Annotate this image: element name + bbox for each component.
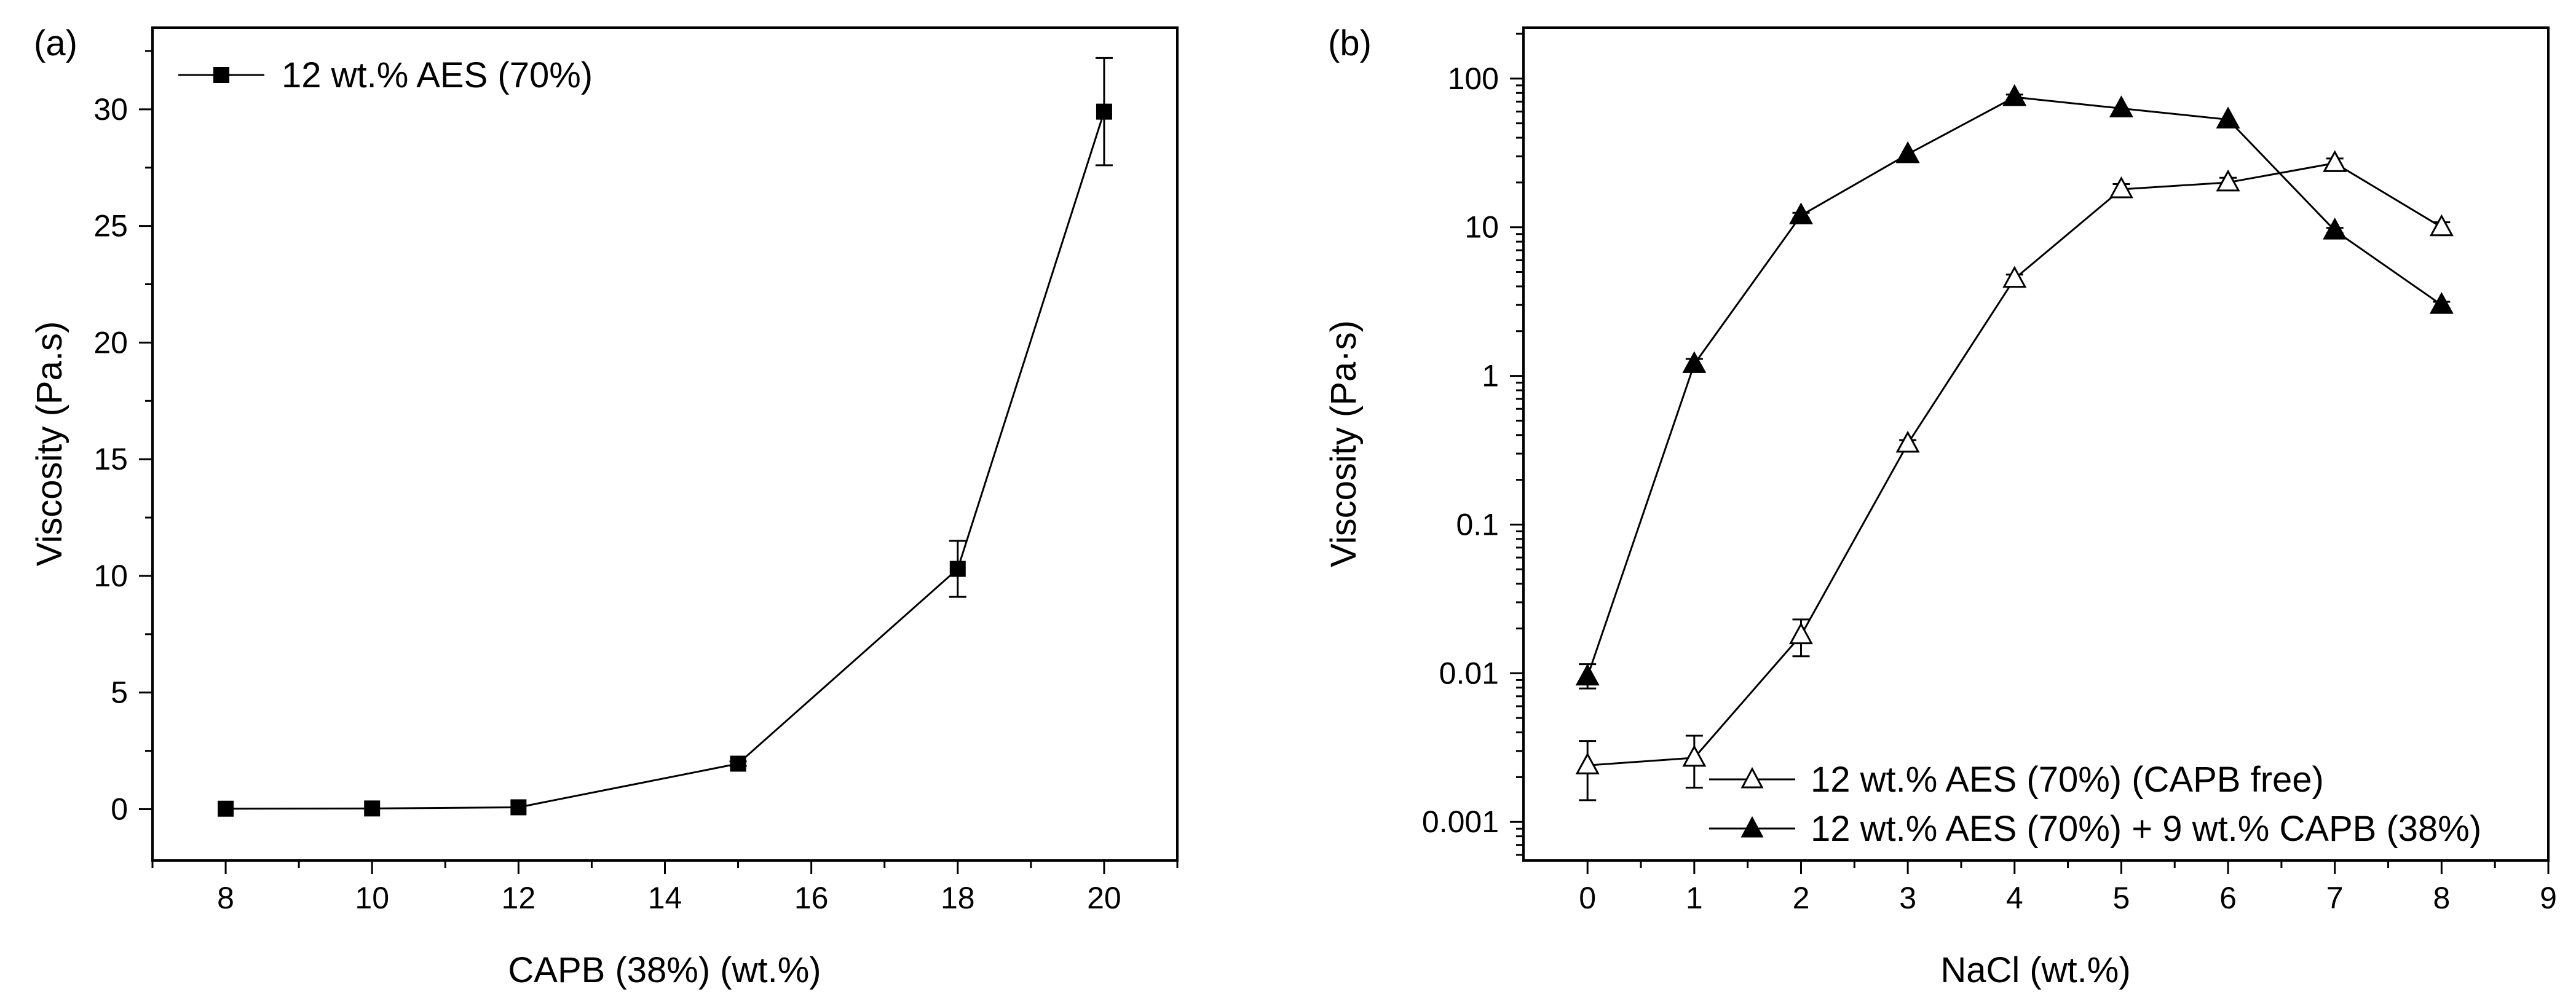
x-tick-label: 18 bbox=[941, 881, 975, 915]
y-tick-label: 0 bbox=[111, 792, 128, 826]
y-tick-label: 15 bbox=[93, 442, 128, 476]
y-tick-label: 10 bbox=[93, 559, 128, 593]
data-point-square bbox=[730, 755, 746, 772]
data-point-open-triangle bbox=[1895, 430, 1920, 453]
x-tick-label: 0 bbox=[1579, 881, 1596, 915]
x-tick-label: 3 bbox=[1899, 881, 1916, 915]
panel-b-legend-marker-2 bbox=[1740, 816, 1764, 838]
data-point-open-triangle bbox=[2429, 214, 2454, 237]
x-tick-label: 2 bbox=[1793, 881, 1810, 915]
y-tick-label: 20 bbox=[93, 325, 128, 360]
data-point-filled-triangle bbox=[1788, 202, 1814, 225]
data-point-filled-triangle bbox=[2002, 84, 2027, 106]
y-tick-label: 25 bbox=[93, 209, 128, 243]
data-point-filled-triangle bbox=[1575, 663, 1600, 686]
panel-b-legend-label-1: 12 wt.% AES (70%) (CAPB free) bbox=[1811, 760, 2324, 800]
data-point-open-triangle bbox=[2216, 169, 2240, 192]
data-point-filled-triangle bbox=[2323, 217, 2347, 240]
x-tick-label: 6 bbox=[2219, 881, 2237, 915]
panel-b-legend-marker-1 bbox=[1740, 766, 1764, 789]
x-tick-label: 14 bbox=[648, 881, 682, 915]
panel-b-plot-frame bbox=[1522, 26, 2550, 862]
x-tick-label: 4 bbox=[2006, 881, 2023, 915]
data-point-filled-triangle bbox=[2429, 292, 2454, 314]
y-tick-label: 0.01 bbox=[1439, 656, 1499, 690]
x-tick-label: 8 bbox=[2433, 881, 2450, 915]
panel-a-y-axis-label: Viscosity (Pa.s) bbox=[30, 321, 69, 567]
x-tick-label: 16 bbox=[794, 881, 829, 915]
x-tick-label: 1 bbox=[1686, 881, 1703, 915]
y-tick-label: 10 bbox=[1464, 210, 1499, 245]
series-line bbox=[1587, 162, 2443, 766]
panel-a-x-axis-label: CAPB (38%) (wt.%) bbox=[508, 950, 821, 990]
panel-b-y-axis-label: Viscosity (Pa·s) bbox=[1324, 320, 1364, 567]
y-tick-label: 1 bbox=[1482, 359, 1499, 393]
y-tick-label: 100 bbox=[1448, 61, 1499, 96]
data-point-open-triangle bbox=[2002, 266, 2027, 288]
data-point-filled-triangle bbox=[1682, 351, 1707, 373]
data-point-open-triangle bbox=[1682, 744, 1707, 767]
data-point-filled-triangle bbox=[1895, 141, 1920, 163]
data-point-open-triangle bbox=[1575, 752, 1600, 774]
data-point-square bbox=[364, 800, 381, 817]
y-tick-label: 5 bbox=[111, 675, 128, 710]
data-point-filled-triangle bbox=[2216, 106, 2240, 129]
x-tick-label: 10 bbox=[355, 881, 389, 915]
series-line bbox=[226, 111, 1105, 810]
data-point-square bbox=[218, 800, 234, 817]
x-tick-label: 20 bbox=[1087, 881, 1121, 915]
panel-a-plot-frame bbox=[151, 26, 1179, 862]
panel-a-legend: 12 wt.% AES (70%) bbox=[178, 55, 593, 95]
panel-b-x-axis-label: NaCl (wt.%) bbox=[1940, 950, 2130, 990]
data-point-open-triangle bbox=[1788, 622, 1814, 645]
panel-b-legend: 12 wt.% AES (70%) (CAPB free) 12 wt.% AE… bbox=[1709, 760, 2481, 849]
y-tick-label: 30 bbox=[93, 92, 128, 127]
x-tick-label: 5 bbox=[2113, 881, 2130, 915]
panel-b-label: (b) bbox=[1328, 23, 1372, 63]
x-tick-label: 9 bbox=[2540, 881, 2557, 915]
x-tick-label: 7 bbox=[2326, 881, 2344, 915]
x-tick-label: 12 bbox=[502, 881, 536, 915]
data-point-square bbox=[1096, 103, 1112, 120]
panel-a: (a) 8 10 12 14 16 18 20 0 5 10 15 20 25 30 CAPB (38%)… bbox=[30, 23, 1179, 990]
panel-a-label: (a) bbox=[34, 23, 77, 63]
panel-a-legend-label: 12 wt.% AES (70%) bbox=[282, 55, 593, 95]
y-tick-label: 0.001 bbox=[1422, 805, 1499, 839]
y-tick-label: 0.1 bbox=[1456, 507, 1499, 541]
data-point-open-triangle bbox=[2323, 150, 2347, 172]
x-tick-label: 8 bbox=[217, 881, 234, 915]
panel-a-legend-marker bbox=[213, 67, 229, 83]
data-point-open-triangle bbox=[2109, 176, 2133, 199]
data-point-square bbox=[949, 561, 966, 577]
panel-b-legend-label-2: 12 wt.% AES (70%) + 9 wt.% CAPB (38%) bbox=[1811, 809, 2481, 849]
panel-b: (b) 0 1 2 3 4 5 6 7 8 9 0.001 0.01 0.1 1 10 100 NaCl (w… bbox=[1324, 23, 2557, 990]
series-line bbox=[1586, 96, 2443, 677]
data-point-square bbox=[510, 799, 527, 816]
data-point-filled-triangle bbox=[2109, 95, 2133, 117]
